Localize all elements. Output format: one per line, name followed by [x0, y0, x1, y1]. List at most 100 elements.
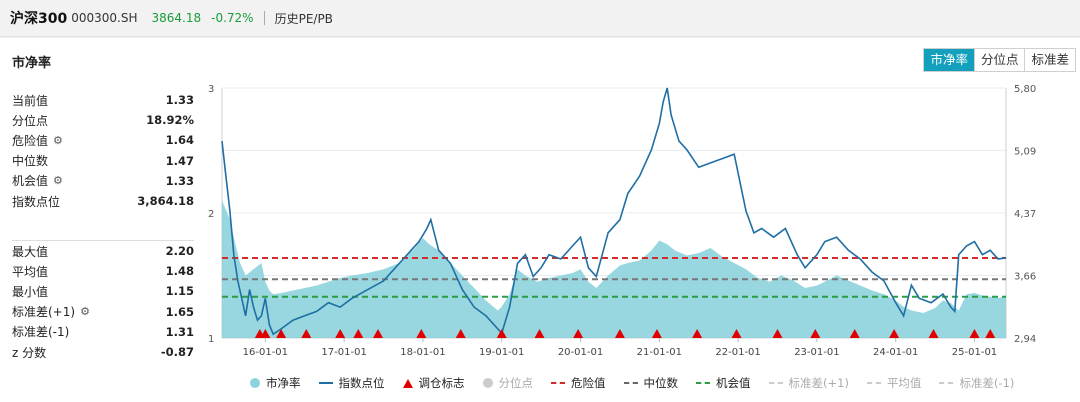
stat-label: 当前值 — [12, 92, 48, 109]
stat-label: 最小值 — [12, 283, 48, 300]
rebalance-marker — [496, 329, 507, 338]
y-right-tick-label: 4,378 — [1014, 209, 1036, 220]
legend-item[interactable]: 机会值 — [696, 375, 751, 391]
legend-label: 标准差(+1) — [788, 376, 849, 390]
stat-value: 18.92% — [146, 113, 194, 128]
percentile-button[interactable]: 分位点 — [973, 49, 1025, 71]
stat-value: 1.65 — [165, 304, 194, 319]
x-tick-label: 22-01-01 — [715, 347, 760, 358]
stat-row: 分位点 18.92% — [12, 110, 194, 130]
stat-row: 标准差(+1) ⚙ 1.65 — [12, 302, 194, 322]
stat-label: 机会值 ⚙ — [12, 172, 63, 189]
stat-value: 1.33 — [165, 173, 194, 188]
stat-value: 1.33 — [165, 93, 194, 108]
legend-label: 平均值 — [886, 376, 922, 390]
legend-item[interactable]: 标准差(+1) — [768, 375, 849, 391]
history-pe-pb-tab[interactable]: 历史PE/PB — [274, 11, 333, 26]
legend-item[interactable]: 危险值 — [551, 375, 606, 391]
legend-item[interactable]: 标准差(-1) — [939, 375, 1014, 391]
legend-marker-icon — [482, 378, 493, 388]
stat-value: 1.64 — [165, 133, 194, 148]
metric-switch: 市净率 分位点 标准差 — [923, 48, 1076, 72]
stat-label-text: 标准差(-1) — [12, 325, 70, 340]
stat-label-text: 最大值 — [12, 244, 49, 259]
rebalance-marker — [276, 329, 287, 338]
stat-row: 当前值 1.33 — [12, 90, 194, 110]
stat-label-text: 机会值 — [12, 174, 49, 189]
rebalance-marker — [651, 329, 662, 338]
rebalance-marker — [353, 329, 364, 338]
stat-row: 指数点位 3,864.18 — [12, 191, 194, 211]
legend-item[interactable]: 指数点位 — [318, 375, 385, 391]
legend-item[interactable]: 中位数 — [623, 375, 679, 391]
rebalance-marker — [731, 329, 742, 338]
rebalance-marker — [889, 329, 900, 338]
legend-item[interactable]: 平均值 — [866, 375, 922, 391]
stat-value: 3,864.18 — [137, 194, 194, 209]
stat-label-text: 危险值 — [12, 133, 49, 148]
x-tick-label: 25-01-01 — [952, 347, 997, 358]
rebalance-marker — [985, 329, 996, 338]
legend-marker-icon — [402, 378, 413, 388]
chart-legend: 市净率 指数点位 调仓标志 分位点 危险值 中位数 机会值 标准差(+1) 平均值 标准差(-1) — [250, 375, 1032, 391]
y-right-tick-label: 3,662 — [1014, 271, 1036, 282]
stats-divider — [12, 240, 194, 241]
legend-label: 机会值 — [716, 376, 751, 390]
x-tick-label: 23-01-01 — [794, 347, 839, 358]
legend-marker-icon — [551, 382, 565, 384]
stat-row: z 分数 -0.87 — [12, 342, 194, 362]
x-tick-label: 24-01-01 — [873, 347, 918, 358]
y-right-tick-label: 5,094 — [1014, 146, 1036, 157]
rebalance-marker — [969, 329, 980, 338]
stat-row: 中位数 1.47 — [12, 151, 194, 171]
gear-icon[interactable]: ⚙ — [53, 174, 63, 188]
pb-button[interactable]: 市净率 — [924, 49, 974, 71]
rebalance-marker — [810, 329, 821, 338]
stat-value: 1.47 — [165, 153, 194, 168]
rebalance-marker — [772, 329, 783, 338]
legend-label: 调仓标志 — [418, 376, 465, 390]
legend-label: 指数点位 — [338, 376, 385, 390]
stat-label-text: 指数点位 — [12, 194, 61, 209]
x-tick-label: 18-01-01 — [400, 347, 445, 358]
gear-icon[interactable]: ⚙ — [53, 133, 63, 147]
stat-label: 指数点位 — [12, 193, 60, 210]
legend-item[interactable]: 分位点 — [482, 375, 533, 391]
x-tick-label: 20-01-01 — [558, 347, 603, 358]
legend-item[interactable]: 市净率 — [250, 375, 301, 391]
x-tick-label: 21-01-01 — [637, 347, 682, 358]
stats-bottom: 最大值 2.20 平均值 1.48 最小值 1.15 标准差(+1) ⚙ 1.65 标准差(-1)… — [12, 241, 194, 362]
pb-area-series — [222, 200, 1006, 338]
stat-row: 危险值 ⚙ 1.64 — [12, 130, 194, 150]
stat-label-text: 分位点 — [12, 113, 49, 128]
stat-row: 平均值 1.48 — [12, 261, 194, 281]
legend-label: 中位数 — [643, 376, 679, 390]
legend-marker-icon — [623, 382, 638, 384]
stddev-button[interactable]: 标准差 — [1024, 49, 1075, 71]
stat-row: 最小值 1.15 — [12, 281, 194, 301]
stat-row: 标准差(-1) 1.31 — [12, 322, 194, 342]
top-bar: 沪深300 000300.SH 3864.18 -0.72% 历史PE/PB — [0, 0, 1080, 37]
panel-title: 市净率 — [12, 56, 52, 71]
legend-label: 危险值 — [571, 376, 606, 390]
legend-marker-icon — [939, 382, 954, 384]
stat-row: 最大值 2.20 — [12, 241, 194, 261]
legend-label: 标准差(-1) — [959, 376, 1015, 390]
legend-item[interactable]: 调仓标志 — [402, 375, 465, 391]
rebalance-marker — [573, 329, 584, 338]
y-left-tick-label: 3 — [208, 84, 214, 95]
stat-label-text: 当前值 — [12, 93, 49, 108]
rebalance-marker — [692, 329, 703, 338]
stat-label: 平均值 — [12, 263, 48, 280]
divider — [263, 11, 265, 25]
gear-icon[interactable]: ⚙ — [80, 305, 90, 319]
legend-marker-icon — [318, 382, 333, 384]
stat-label: 危险值 ⚙ — [12, 132, 63, 149]
stat-label: 标准差(+1) ⚙ — [12, 303, 90, 320]
stat-label-text: 平均值 — [12, 264, 49, 279]
legend-marker-icon — [866, 382, 881, 384]
x-tick-label: 17-01-01 — [321, 347, 366, 358]
stat-label: 中位数 — [12, 152, 48, 169]
rebalance-marker — [455, 329, 466, 338]
stat-value: 2.20 — [165, 244, 194, 259]
